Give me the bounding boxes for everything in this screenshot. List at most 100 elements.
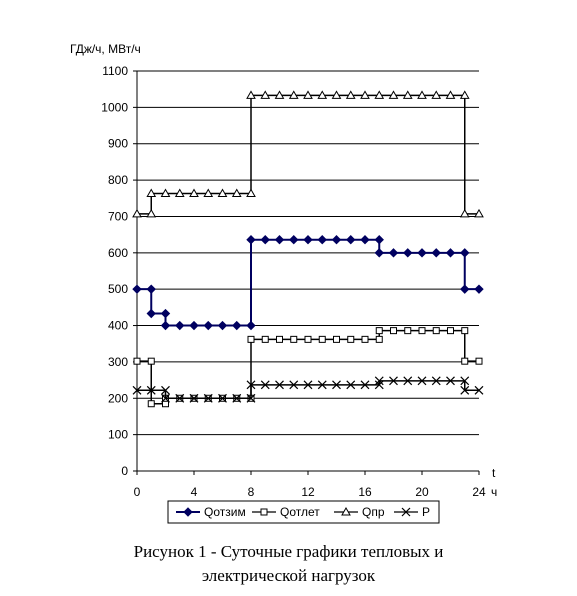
legend-swatch-marker: [341, 506, 351, 516]
legend-swatch-marker: [183, 507, 193, 517]
data-point: [374, 248, 384, 258]
y-tick-label: 900: [108, 137, 128, 151]
y-tick-label: 300: [108, 355, 128, 369]
data-point: [460, 248, 470, 258]
data-point: [360, 235, 370, 245]
x-axis-label-unit: ч: [491, 485, 497, 499]
data-point: [403, 376, 413, 386]
y-tick-label: 600: [108, 246, 128, 260]
data-point: [374, 376, 384, 386]
data-point: [246, 393, 256, 403]
data-point: [418, 327, 426, 335]
data-point: [146, 188, 157, 198]
data-point: [331, 235, 342, 245]
data-point: [461, 327, 469, 335]
data-point: [146, 208, 157, 218]
data-point: [303, 235, 313, 245]
data-point: [217, 320, 228, 331]
data-point: [189, 320, 199, 331]
data-point: [203, 393, 213, 403]
figure-caption-line-1: Рисунок 1 - Суточные графики тепловых и: [133, 542, 444, 561]
x-tick-label: 8: [248, 485, 255, 499]
data-point: [303, 90, 313, 99]
data-point: [346, 235, 356, 245]
data-point: [318, 335, 326, 343]
data-point: [461, 357, 469, 365]
series-line: [137, 94, 479, 215]
data-point: [160, 308, 171, 319]
data-point: [346, 380, 356, 390]
data-point: [175, 320, 185, 331]
data-point: [203, 320, 213, 331]
legend-label: Qпр: [362, 505, 385, 519]
legend-label: P: [422, 505, 430, 519]
y-tick-label: 0: [121, 464, 128, 478]
series-4: [132, 376, 484, 403]
data-point: [274, 235, 285, 245]
data-point: [261, 335, 269, 343]
data-point: [290, 335, 298, 343]
data-point: [417, 376, 427, 386]
data-point: [175, 393, 185, 403]
data-point: [232, 320, 242, 331]
legend-swatch-marker: [401, 507, 411, 517]
data-point: [246, 188, 256, 198]
data-point: [246, 235, 256, 245]
data-point: [333, 335, 340, 343]
data-point: [246, 320, 256, 331]
data-point: [274, 90, 285, 99]
x-tick-labels: 0 4 8 12 16 20 24: [134, 485, 486, 499]
legend-item: Qпр: [334, 505, 385, 519]
data-point: [475, 357, 483, 365]
data-point: [417, 248, 427, 258]
legend-label: Qотлет: [280, 505, 320, 519]
axes: [133, 70, 480, 475]
x-tick-label: 12: [301, 485, 315, 499]
data-point: [247, 335, 255, 343]
data-point: [459, 90, 470, 99]
x-tick-label: 20: [415, 485, 429, 499]
data-point: [404, 327, 412, 335]
data-point: [446, 376, 455, 386]
data-point: [189, 393, 199, 403]
series-2: [133, 327, 483, 408]
data-point: [146, 284, 156, 294]
data-point: [276, 335, 283, 343]
x-tick-label: 0: [134, 485, 141, 499]
data-point: [390, 327, 397, 335]
data-point: [431, 90, 442, 99]
data-point: [388, 248, 399, 258]
data-point: [331, 90, 342, 99]
y-tick-label: 1000: [101, 100, 128, 114]
data-point: [189, 188, 199, 198]
data-point: [360, 380, 370, 390]
data-point: [389, 376, 398, 386]
data-point: [161, 393, 170, 403]
data-point: [374, 380, 384, 390]
data-point: [174, 188, 185, 198]
figure-caption-line-2: электрической нагрузок: [201, 566, 376, 585]
data-point: [317, 380, 327, 390]
data-point: [289, 235, 299, 245]
data-point: [474, 208, 484, 218]
data-point: [374, 235, 384, 245]
y-axis-label: ГДж/ч, МВт/ч: [70, 42, 141, 56]
legend-item: Qотлет: [252, 505, 320, 519]
series-line: [137, 329, 479, 405]
y-tick-label: 200: [108, 391, 128, 405]
legend-box: [167, 500, 440, 524]
series-line: [137, 380, 479, 400]
data-point: [146, 385, 156, 395]
data-point: [275, 380, 284, 390]
y-tick-label: 100: [108, 428, 128, 442]
legend-item: Qотзим: [176, 505, 246, 519]
data-point: [474, 284, 484, 294]
data-point: [445, 90, 456, 99]
legend: Qотзим Qотлет Qпр P: [167, 500, 440, 524]
load-chart: 0 100 200 300 400 500 600 700 800 900 1000 1100 0 4 8…: [70, 42, 497, 524]
data-point: [460, 385, 470, 395]
data-point: [445, 248, 456, 258]
y-tick-label: 400: [108, 319, 128, 333]
data-point: [160, 188, 171, 198]
legend-swatch-marker: [260, 508, 268, 516]
